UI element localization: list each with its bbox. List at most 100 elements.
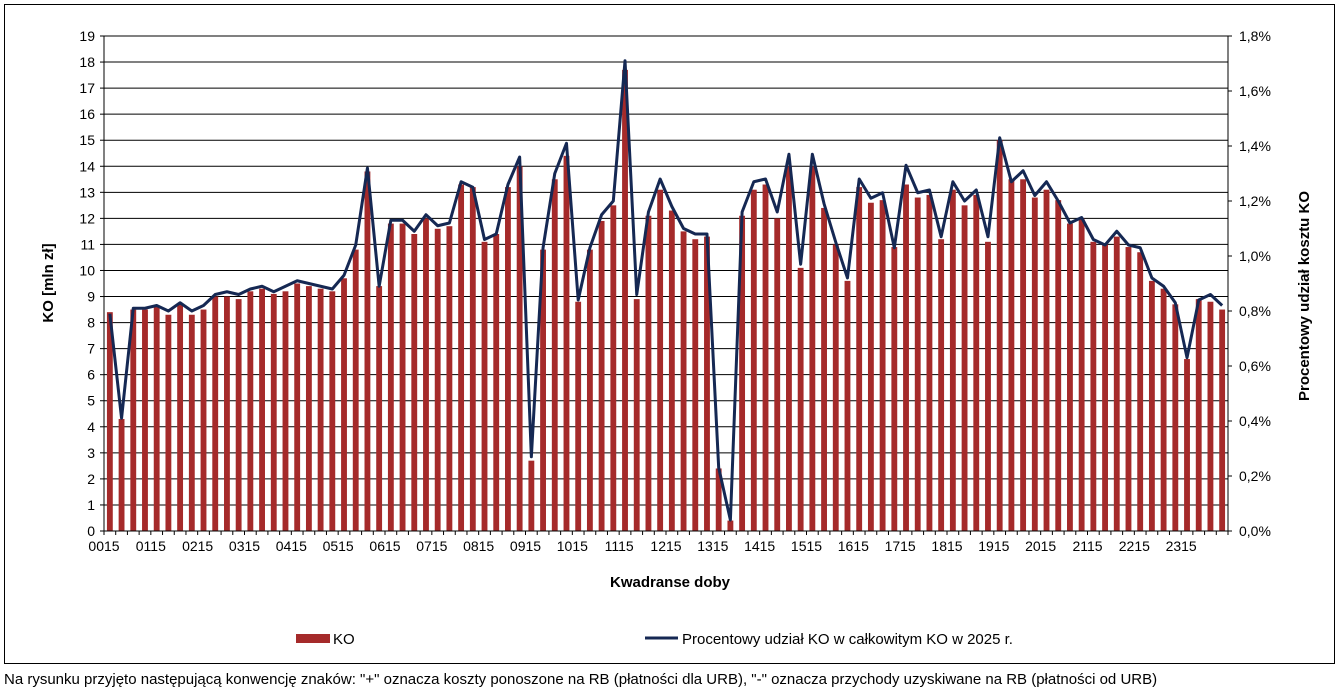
series-line [108,59,1224,522]
bar [212,296,219,531]
bar [399,223,406,531]
x-tick-label: 0515 [323,538,354,554]
y-left-tick-label: 4 [87,419,95,435]
y-left-tick-label: 11 [80,236,95,252]
bar [1113,236,1120,532]
bar [224,296,230,531]
bar [423,218,429,531]
bar [294,283,301,531]
bar [1008,179,1015,532]
bar [926,194,933,532]
y-left-tick-label: 7 [87,341,95,357]
x-tick-label: 1415 [744,538,775,554]
y-left-tick-label: 13 [79,184,95,200]
x-axis-ticks: 0015 0115 0215 0315 0415 0515 0615 0715 0815 0915… [88,531,1229,554]
x-tick-label: 2315 [1166,538,1197,554]
x-tick-label: 1315 [697,538,728,554]
y-left-tick-label: 1 [87,497,95,513]
bar [809,166,816,531]
y-left-tick-label: 9 [87,289,95,305]
bar [446,226,453,531]
line-series-percent [108,59,1224,522]
y-left-tick-label: 10 [79,262,95,278]
bar [1102,244,1108,532]
bar-series-ko [106,69,1226,532]
bar [985,241,991,531]
y-left-tick-label: 12 [79,210,95,226]
legend-swatch-ko [296,634,330,643]
bar [505,187,511,532]
y-axis-left-title: KO [mln zł] [40,243,57,322]
bar [282,291,289,531]
bar [867,202,874,532]
bar [879,200,886,531]
bar [247,291,254,531]
bar [563,155,570,531]
bar [715,468,722,531]
x-tick-label: 1115 [605,538,634,554]
bar [657,189,664,531]
y-axis-right-title: Procentowy udział kosztu KO [1296,191,1313,401]
bar [1078,218,1085,531]
y-right-tick-label: 0,8% [1239,303,1271,319]
x-tick-label: 1815 [931,538,962,554]
bar [551,179,558,532]
bar [832,244,839,532]
bar [130,309,137,531]
y-left-tick-label: 6 [87,367,95,383]
bar [142,309,148,531]
y-left-tick-label: 5 [87,393,95,409]
bar [891,247,898,531]
bar [528,460,535,531]
bar [973,194,980,532]
bar [1148,280,1155,531]
bar [774,218,781,531]
footnote: Na rysunku przyjęto następującą konwencj… [4,671,1158,688]
bar [1125,247,1132,531]
bar [1219,309,1226,531]
bar [540,249,546,531]
x-tick-label: 0315 [229,538,260,554]
x-tick-label: 0715 [416,538,447,554]
bar [938,239,945,531]
bar [903,184,909,531]
y-right-tick-label: 0,2% [1239,468,1271,484]
bar [458,184,465,531]
bar [177,304,184,531]
bar [352,249,359,531]
y-left-tick-label: 15 [79,132,95,148]
bar [493,234,500,531]
bar [341,278,347,531]
bar [1137,252,1144,532]
bar [1020,179,1027,532]
bar [1160,288,1167,531]
bar [516,166,523,531]
x-tick-label: 2115 [1072,538,1102,554]
bar [1031,197,1038,531]
bar [387,223,394,531]
bar [1043,189,1050,531]
bar [856,187,863,532]
bar [739,215,746,531]
x-tick-label: 1215 [650,538,681,554]
bar [1090,241,1097,531]
bar [645,215,652,531]
bar [821,207,827,531]
y-left-tick-label: 19 [79,28,95,44]
bar [329,291,336,531]
x-tick-label: 0115 [136,538,166,554]
y-left-tick-label: 3 [87,445,95,461]
chart-frame [4,4,1335,664]
x-tick-label: 1515 [791,538,822,554]
x-tick-label: 0915 [510,538,541,554]
bar [786,166,792,531]
bar [376,286,383,531]
y-axis-right-ticks: 0,0% 0,2% 0,4% 0,6% 0,8% 1,0% 1,2% 1,4% 1,6% 1,8% [1228,28,1271,539]
x-tick-label: 0815 [463,538,494,554]
bar [259,288,265,531]
bar [1195,299,1202,531]
x-axis-title: Kwadranse doby [610,574,731,591]
bar [996,140,1003,531]
bar [165,314,172,531]
